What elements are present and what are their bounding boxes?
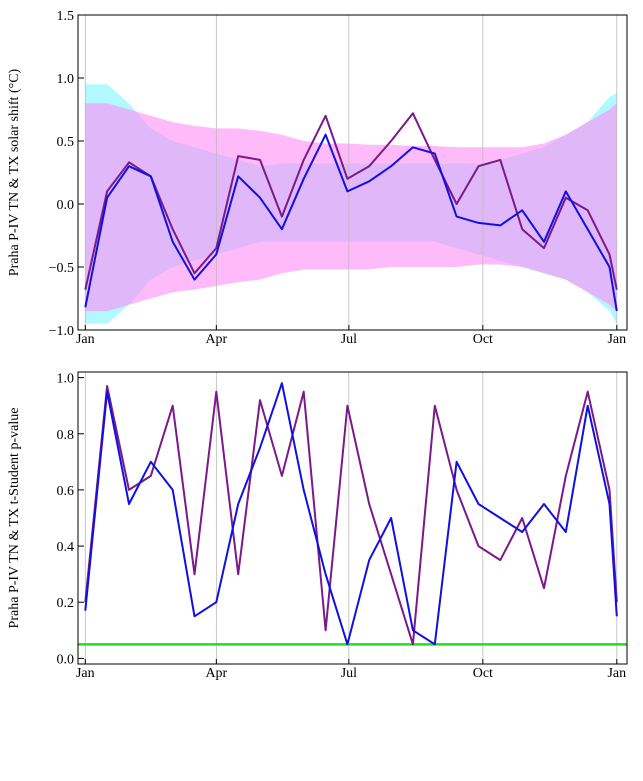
y-tick-label: 0.6 [57,484,75,499]
x-tick-label: Jan [607,332,626,347]
series-line [84,385,618,646]
y-axis-label: Praha P-IV TN & TX t-Student p-value [7,408,22,629]
x-tick-label: Jan [76,666,95,681]
x-tick-label: Jan [607,666,626,681]
series-line [84,112,618,290]
x-tick-label: Oct [473,332,493,347]
x-tick-label: Jul [341,332,357,347]
y-tick-label: 0.4 [57,540,75,555]
x-tick-label: Jul [341,666,357,681]
plot-frame [77,14,628,331]
y-tick-label: 0.0 [57,198,75,213]
series-line [84,133,618,312]
y-tick-label: 0.8 [57,428,75,443]
x-tick-label: Apr [205,332,227,347]
y-tick-label: 1.0 [57,372,75,387]
series-line [84,382,618,646]
y-tick-label: 0.5 [57,135,75,150]
y-tick-label: −1.0 [49,324,74,339]
y-tick-label: 0.0 [57,652,75,667]
y-tick-label: −0.5 [49,261,74,276]
y-tick-label: 0.2 [57,596,75,611]
plot-frame [77,371,628,665]
y-axis-label: Praha P-IV TN & TX solar shift (°C) [7,68,22,276]
x-tick-label: Apr [205,666,227,681]
y-tick-label: 1.0 [57,72,75,87]
band [85,103,617,312]
x-tick-label: Jan [76,332,95,347]
x-tick-label: Oct [473,666,493,681]
y-tick-label: 1.5 [57,9,75,24]
